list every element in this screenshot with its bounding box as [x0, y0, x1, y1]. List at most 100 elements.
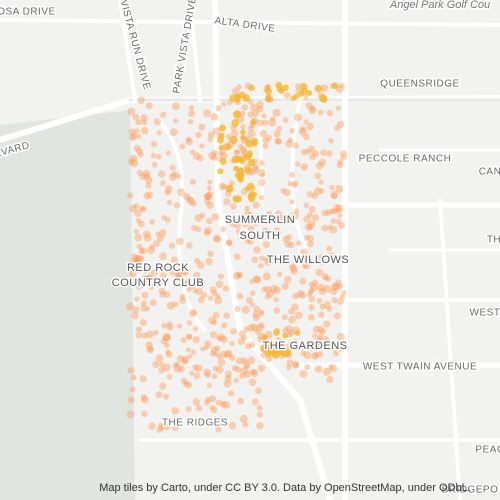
point — [306, 90, 313, 96]
point — [320, 149, 327, 156]
point — [276, 125, 283, 132]
point — [182, 281, 188, 287]
point — [309, 105, 316, 113]
point — [336, 345, 343, 352]
point — [134, 259, 141, 266]
point — [134, 267, 141, 274]
point — [282, 327, 289, 334]
point — [166, 301, 175, 310]
point — [290, 267, 298, 275]
point — [250, 368, 257, 375]
point — [250, 118, 257, 126]
point — [255, 324, 264, 332]
point — [234, 221, 242, 229]
point — [200, 346, 206, 352]
point — [163, 333, 172, 342]
point — [129, 270, 137, 278]
point — [291, 303, 299, 311]
point — [313, 351, 320, 358]
point — [185, 347, 191, 353]
point — [141, 332, 149, 339]
point — [237, 397, 244, 405]
point — [148, 285, 154, 291]
point — [234, 149, 240, 155]
point — [138, 248, 145, 254]
point — [141, 300, 148, 307]
dot-layer — [126, 81, 347, 433]
point — [287, 180, 293, 187]
point — [185, 138, 193, 146]
point — [227, 139, 235, 148]
point — [307, 292, 313, 298]
point — [166, 323, 174, 331]
point — [247, 212, 254, 218]
point — [307, 212, 313, 218]
point — [335, 105, 341, 111]
point — [291, 360, 300, 369]
point — [224, 374, 232, 382]
point — [295, 83, 301, 89]
point — [295, 240, 302, 246]
point — [294, 311, 303, 320]
point — [319, 303, 326, 310]
point — [185, 242, 193, 249]
point — [206, 201, 214, 209]
point — [153, 329, 159, 336]
point — [288, 241, 295, 249]
point — [163, 393, 169, 400]
point — [136, 169, 143, 176]
point — [298, 91, 305, 97]
point — [231, 365, 238, 371]
point — [148, 422, 156, 430]
point — [262, 119, 269, 126]
point — [134, 255, 141, 261]
point — [264, 257, 273, 266]
point — [234, 165, 239, 171]
point — [284, 275, 292, 284]
point — [130, 154, 138, 163]
point — [234, 366, 241, 373]
point — [223, 350, 231, 358]
point — [244, 166, 252, 174]
point — [189, 370, 195, 376]
point — [223, 379, 232, 388]
point — [165, 349, 171, 355]
point — [259, 172, 265, 178]
point — [165, 351, 173, 358]
point — [314, 187, 322, 196]
point — [300, 163, 309, 171]
place-label: COUNTRY CLUB — [112, 277, 204, 289]
point — [241, 305, 250, 314]
point — [240, 136, 249, 145]
point — [134, 209, 142, 217]
point — [192, 152, 201, 160]
point — [157, 170, 166, 178]
point — [133, 203, 140, 209]
point — [181, 358, 188, 365]
point — [206, 382, 212, 388]
point — [256, 119, 264, 127]
point — [194, 364, 203, 373]
point — [244, 210, 251, 217]
point — [229, 220, 237, 228]
point — [325, 276, 331, 282]
point — [279, 353, 285, 360]
point — [203, 192, 211, 200]
point — [150, 153, 157, 159]
point — [142, 230, 151, 238]
place-label: TH — [487, 235, 500, 246]
point — [310, 283, 319, 292]
point — [243, 217, 251, 225]
point — [308, 106, 317, 115]
point — [241, 104, 248, 111]
point — [245, 343, 252, 350]
point — [275, 347, 284, 355]
point — [235, 229, 241, 234]
point — [241, 220, 249, 228]
point — [299, 277, 307, 285]
point — [147, 345, 154, 352]
point — [319, 287, 327, 295]
point — [270, 284, 278, 293]
point — [341, 290, 347, 296]
point — [190, 200, 197, 207]
